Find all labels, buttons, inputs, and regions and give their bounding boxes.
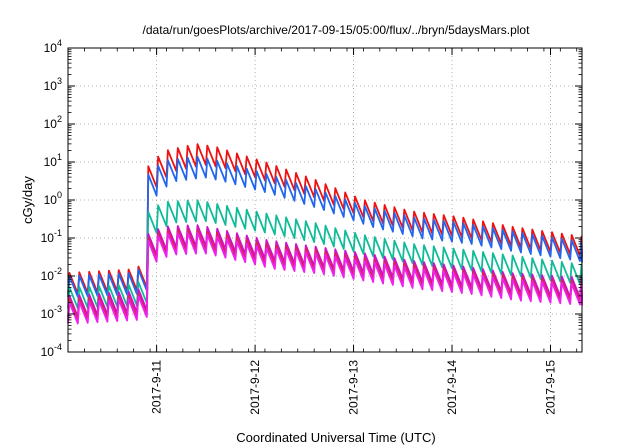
x-tick-label: 2017-9-11 bbox=[150, 360, 164, 414]
y-tick-label: 103 bbox=[44, 76, 62, 93]
y-tick-exponent: 1 bbox=[57, 152, 62, 162]
series-layer bbox=[67, 143, 583, 325]
series-line-3 bbox=[67, 199, 583, 310]
x-tick-label: 2017-9-14 bbox=[445, 360, 459, 415]
x-tick-label: 2017-9-13 bbox=[347, 360, 361, 415]
y-tick-label: 102 bbox=[44, 114, 62, 131]
y-tick-label: 10-4 bbox=[41, 342, 62, 359]
series-line-2 bbox=[67, 155, 583, 298]
chart-title: /data/run/goesPlots/archive/2017-09-15/0… bbox=[143, 23, 531, 37]
y-tick-label: 101 bbox=[44, 152, 62, 169]
x-tick-label: 2017-9-12 bbox=[248, 360, 262, 415]
x-axis-label: Coordinated Universal Time (UTC) bbox=[236, 430, 435, 445]
y-tick-exponent: -3 bbox=[54, 304, 62, 314]
y-tick-exponent: 0 bbox=[57, 190, 62, 200]
y-tick-label: 10-2 bbox=[41, 266, 62, 283]
y-tick-exponent: 2 bbox=[57, 114, 62, 124]
y-tick-label: 10-3 bbox=[41, 304, 62, 321]
y-tick-exponent: -2 bbox=[54, 266, 62, 276]
y-tick-exponent: 3 bbox=[57, 76, 62, 86]
y-tick-exponent: -4 bbox=[54, 342, 62, 352]
y-tick-label: 100 bbox=[44, 190, 62, 207]
x-tick-label: 2017-9-15 bbox=[543, 360, 557, 415]
y-axis-label: cGy/day bbox=[20, 176, 35, 224]
series-line-6 bbox=[67, 231, 583, 325]
y-tick-exponent: 4 bbox=[57, 38, 62, 48]
y-tick-label: 104 bbox=[44, 38, 62, 55]
y-tick-exponent: -1 bbox=[54, 228, 62, 238]
ticks: 10-410-310-210-11001011021031042017-9-11… bbox=[41, 38, 582, 415]
y-tick-label: 10-1 bbox=[41, 228, 62, 245]
